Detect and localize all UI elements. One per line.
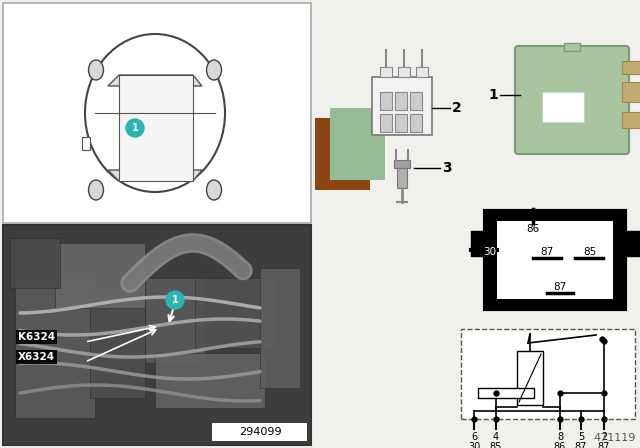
- Text: 4: 4: [493, 432, 499, 442]
- Bar: [410, 92, 422, 110]
- Bar: [145, 278, 205, 363]
- Ellipse shape: [207, 60, 221, 80]
- Bar: [10, 238, 60, 288]
- Ellipse shape: [88, 180, 104, 200]
- Text: 294099: 294099: [239, 427, 282, 437]
- Text: 1: 1: [488, 88, 498, 102]
- Bar: [395, 92, 407, 110]
- Text: 2: 2: [601, 432, 607, 442]
- Text: 1: 1: [172, 295, 179, 305]
- Text: 2: 2: [452, 101, 461, 115]
- Text: 85: 85: [584, 247, 596, 257]
- Polygon shape: [108, 170, 202, 181]
- Bar: [625, 231, 639, 256]
- Bar: [410, 114, 422, 132]
- Bar: [497, 221, 613, 299]
- Text: 87: 87: [598, 442, 610, 448]
- Bar: [3, 3, 311, 223]
- Bar: [416, 67, 428, 77]
- Ellipse shape: [88, 60, 104, 80]
- Text: X6324: X6324: [18, 352, 55, 362]
- Bar: [119, 75, 193, 181]
- Text: 1: 1: [132, 123, 138, 133]
- Text: 3: 3: [442, 161, 452, 175]
- Bar: [471, 231, 485, 256]
- Circle shape: [166, 291, 184, 309]
- Bar: [380, 114, 392, 132]
- Bar: [315, 118, 370, 190]
- Text: 86: 86: [554, 442, 566, 448]
- Bar: [330, 108, 385, 180]
- Text: 85: 85: [490, 442, 502, 448]
- Text: 86: 86: [526, 224, 540, 234]
- Bar: [55, 243, 145, 308]
- Text: 30: 30: [483, 247, 497, 257]
- Bar: [380, 67, 392, 77]
- Bar: [380, 92, 392, 110]
- FancyBboxPatch shape: [515, 46, 629, 154]
- Text: 30: 30: [468, 442, 480, 448]
- Bar: [622, 61, 640, 74]
- Ellipse shape: [207, 180, 221, 200]
- Bar: [155, 353, 265, 408]
- Bar: [372, 77, 432, 135]
- Bar: [564, 43, 580, 51]
- Bar: [622, 112, 640, 128]
- Bar: [260, 268, 300, 388]
- Bar: [15, 278, 95, 418]
- Text: 8: 8: [557, 432, 563, 442]
- Text: 87: 87: [540, 247, 554, 257]
- Bar: [622, 82, 640, 102]
- Bar: [397, 168, 407, 188]
- Polygon shape: [108, 75, 202, 86]
- Bar: [394, 160, 410, 168]
- Text: 6: 6: [471, 432, 477, 442]
- Circle shape: [126, 119, 144, 137]
- Bar: [212, 423, 307, 441]
- Text: 5: 5: [578, 432, 584, 442]
- Bar: [90, 288, 145, 398]
- Text: 471119: 471119: [594, 433, 636, 443]
- Bar: [82, 137, 90, 150]
- Bar: [395, 114, 407, 132]
- Bar: [398, 67, 410, 77]
- Bar: [542, 92, 584, 122]
- Bar: [195, 278, 275, 348]
- Bar: [517, 351, 543, 405]
- Bar: [461, 329, 635, 419]
- Ellipse shape: [85, 34, 225, 192]
- Text: 87: 87: [575, 442, 587, 448]
- Text: 87: 87: [554, 282, 566, 292]
- Bar: [3, 225, 311, 445]
- Text: K6324: K6324: [18, 332, 55, 342]
- Bar: [485, 211, 625, 309]
- Bar: [478, 388, 534, 398]
